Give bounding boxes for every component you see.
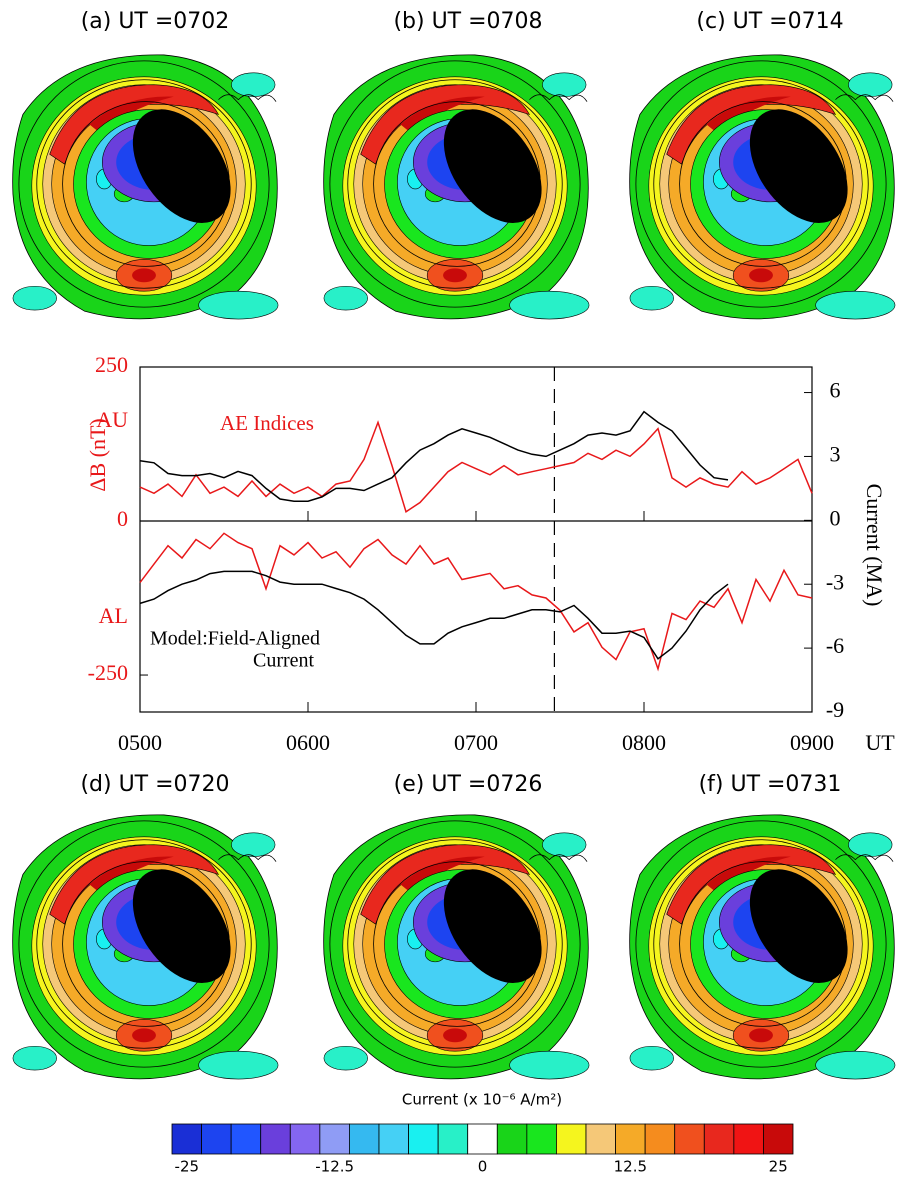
colorbar-cell	[319, 1123, 350, 1155]
colorbar-cell	[378, 1123, 409, 1155]
map-title: (d) UT =0720	[80, 772, 229, 797]
map-title: (c) UT =0714	[696, 9, 843, 34]
line-chart: ΔB (nT) Current (MA) UT AU AL AE Indices…	[85, 366, 895, 755]
series-line	[139, 410, 729, 502]
colorbar-cell	[733, 1123, 764, 1155]
colorbar-cell	[703, 1123, 735, 1155]
y2-tick-label: 3	[830, 441, 841, 466]
map	[323, 54, 590, 320]
annotation: Model:Field-Aligned	[150, 628, 320, 650]
annotation: AE Indices	[220, 411, 314, 435]
colorbar-cell	[644, 1123, 676, 1155]
colorbar-cell	[171, 1123, 202, 1155]
colorbar-cell	[763, 1123, 794, 1155]
series-line	[139, 570, 729, 660]
map	[629, 54, 896, 320]
map	[629, 814, 896, 1080]
x-tick-label: 0600	[286, 730, 330, 755]
x-tick-label: 0500	[118, 730, 162, 755]
colorbar-cell	[556, 1123, 587, 1155]
x-tick-label: 0900	[790, 730, 834, 755]
colorbar-cell	[585, 1123, 616, 1155]
map-title: (e) UT =0726	[394, 772, 543, 797]
y2-tick-label: -6	[826, 633, 844, 658]
map-title: (b) UT =0708	[393, 9, 542, 34]
y2-tick-label: -3	[826, 569, 844, 594]
colorbar-cell	[467, 1123, 498, 1155]
map-title: (f) UT =0731	[699, 772, 842, 797]
colorbar-cell	[615, 1123, 646, 1155]
colorbar-tick-label: 12.5	[614, 1158, 647, 1176]
x-axis-title: UT	[865, 730, 895, 755]
colorbar-cell	[437, 1123, 469, 1155]
annotation: Current	[253, 650, 315, 672]
colorbar-label: Current (x 10⁻⁶ A/m²)	[402, 1091, 562, 1109]
y-tick-label: -250	[88, 660, 128, 685]
colorbar-tick-label: -25	[175, 1158, 200, 1176]
colorbar-cell	[349, 1123, 380, 1155]
y2-axis-title: Current (MA)	[862, 484, 887, 607]
y-tick-label: 0	[117, 506, 128, 531]
y-tick-label: 250	[95, 352, 128, 377]
annotation: AL	[99, 603, 128, 628]
map	[12, 54, 279, 320]
map-title: (a) UT =0702	[81, 9, 230, 34]
colorbar-tick-label: -12.5	[315, 1158, 354, 1176]
colorbar-cell	[201, 1123, 232, 1155]
x-tick-label: 0700	[454, 730, 498, 755]
colorbar-cell	[526, 1123, 557, 1155]
colorbar-cell	[674, 1123, 705, 1155]
colorbar-cell	[260, 1123, 291, 1155]
annotation: AU	[96, 407, 128, 432]
colorbar-cell	[289, 1123, 321, 1155]
colorbar-tick-label: 0	[478, 1158, 488, 1176]
maps: (a) UT =0702 (b) UT =0708 (c) UT =0714 (…	[12, 9, 896, 1080]
map	[323, 814, 590, 1080]
colorbar-cell	[496, 1123, 528, 1155]
x-tick-label: 0800	[622, 730, 666, 755]
y2-tick-label: 6	[830, 378, 841, 403]
series-line	[139, 420, 813, 513]
y2-tick-label: -9	[826, 697, 844, 722]
colorbar-cell	[230, 1123, 262, 1155]
map	[12, 814, 279, 1080]
series-line	[139, 532, 813, 672]
y-axis-title: ΔB (nT)	[85, 418, 110, 491]
colorbar-tick-label: 25	[769, 1158, 788, 1176]
y2-tick-label: 0	[830, 505, 841, 530]
colorbar-cell	[408, 1123, 439, 1155]
